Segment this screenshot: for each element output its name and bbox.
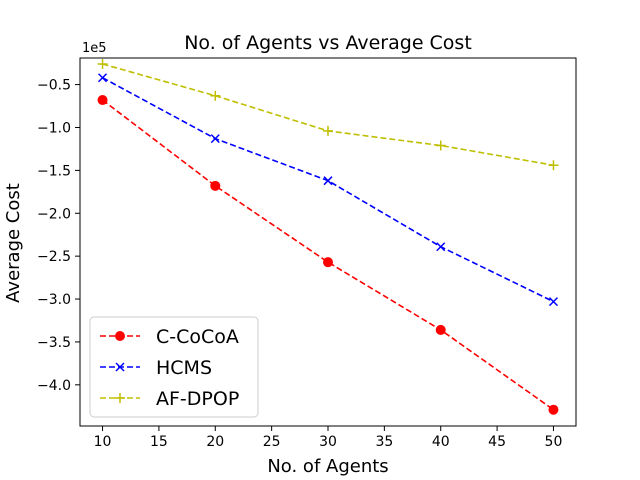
y-tick-label: −0.5 bbox=[37, 78, 71, 94]
plot-frame bbox=[79, 57, 577, 427]
y-tick-label: −3.5 bbox=[37, 335, 71, 351]
data-point bbox=[97, 95, 108, 106]
legend-entry: C-CoCoA bbox=[100, 326, 239, 348]
data-point bbox=[323, 257, 333, 268]
data-point bbox=[436, 242, 446, 252]
x-tick-label: 45 bbox=[488, 434, 506, 450]
legend-entry: HCMS bbox=[100, 357, 212, 379]
series-1 bbox=[98, 73, 558, 307]
data-point bbox=[210, 134, 220, 144]
x-tick-label: 20 bbox=[206, 434, 224, 450]
data-point bbox=[435, 324, 446, 335]
y-tick-label: −1.0 bbox=[37, 120, 71, 136]
data-point bbox=[323, 176, 333, 186]
legend-label: HCMS bbox=[156, 357, 212, 379]
y-tick-label: −3.0 bbox=[37, 292, 71, 308]
legend-marker bbox=[115, 362, 125, 372]
data-point bbox=[548, 297, 558, 307]
series-layer bbox=[97, 59, 559, 415]
x-tick-label: 40 bbox=[432, 434, 450, 450]
axis-ticks: 10 15 20 25 30 35 40 45 50 −0.5 −1.0 −1.5 −2.0 −2.5 −3… bbox=[37, 78, 562, 450]
legend-label: AF-DPOP bbox=[156, 388, 239, 410]
x-tick-label: 10 bbox=[94, 434, 112, 450]
x-tick-label: 15 bbox=[150, 434, 168, 450]
y-offset-label: 1e5 bbox=[82, 41, 107, 56]
data-point bbox=[548, 404, 559, 415]
series-line bbox=[102, 77, 554, 303]
y-tick-label: −2.5 bbox=[37, 249, 71, 265]
data-point bbox=[323, 125, 333, 136]
chart-title: No. of Agents vs Average Cost bbox=[184, 32, 472, 54]
legend-box bbox=[89, 316, 259, 418]
y-axis-label: Average Cost bbox=[3, 183, 24, 303]
data-point bbox=[435, 140, 446, 151]
legend-marker bbox=[115, 331, 125, 341]
legend-marker bbox=[115, 393, 125, 403]
data-point bbox=[98, 73, 108, 83]
x-axis-label: No. of Agents bbox=[267, 456, 388, 477]
series-0 bbox=[97, 95, 559, 415]
x-tick-label: 35 bbox=[375, 434, 393, 450]
x-tick-label: 50 bbox=[545, 434, 563, 450]
data-point bbox=[210, 180, 221, 191]
legend-entry: AF-DPOP bbox=[100, 388, 239, 410]
x-tick-label: 30 bbox=[319, 434, 337, 450]
series-2 bbox=[97, 59, 559, 171]
y-tick-label: −2.0 bbox=[37, 206, 71, 222]
x-tick-label: 25 bbox=[263, 434, 281, 450]
legend-label: C-CoCoA bbox=[156, 326, 239, 348]
data-point bbox=[548, 160, 559, 171]
y-tick-label: −1.5 bbox=[37, 163, 71, 179]
legend: C-CoCoA HCMS AF-DPOP bbox=[89, 316, 259, 418]
data-point bbox=[210, 90, 221, 101]
data-point bbox=[97, 59, 108, 70]
series-line bbox=[102, 99, 554, 411]
y-tick-label: −4.0 bbox=[37, 378, 71, 394]
